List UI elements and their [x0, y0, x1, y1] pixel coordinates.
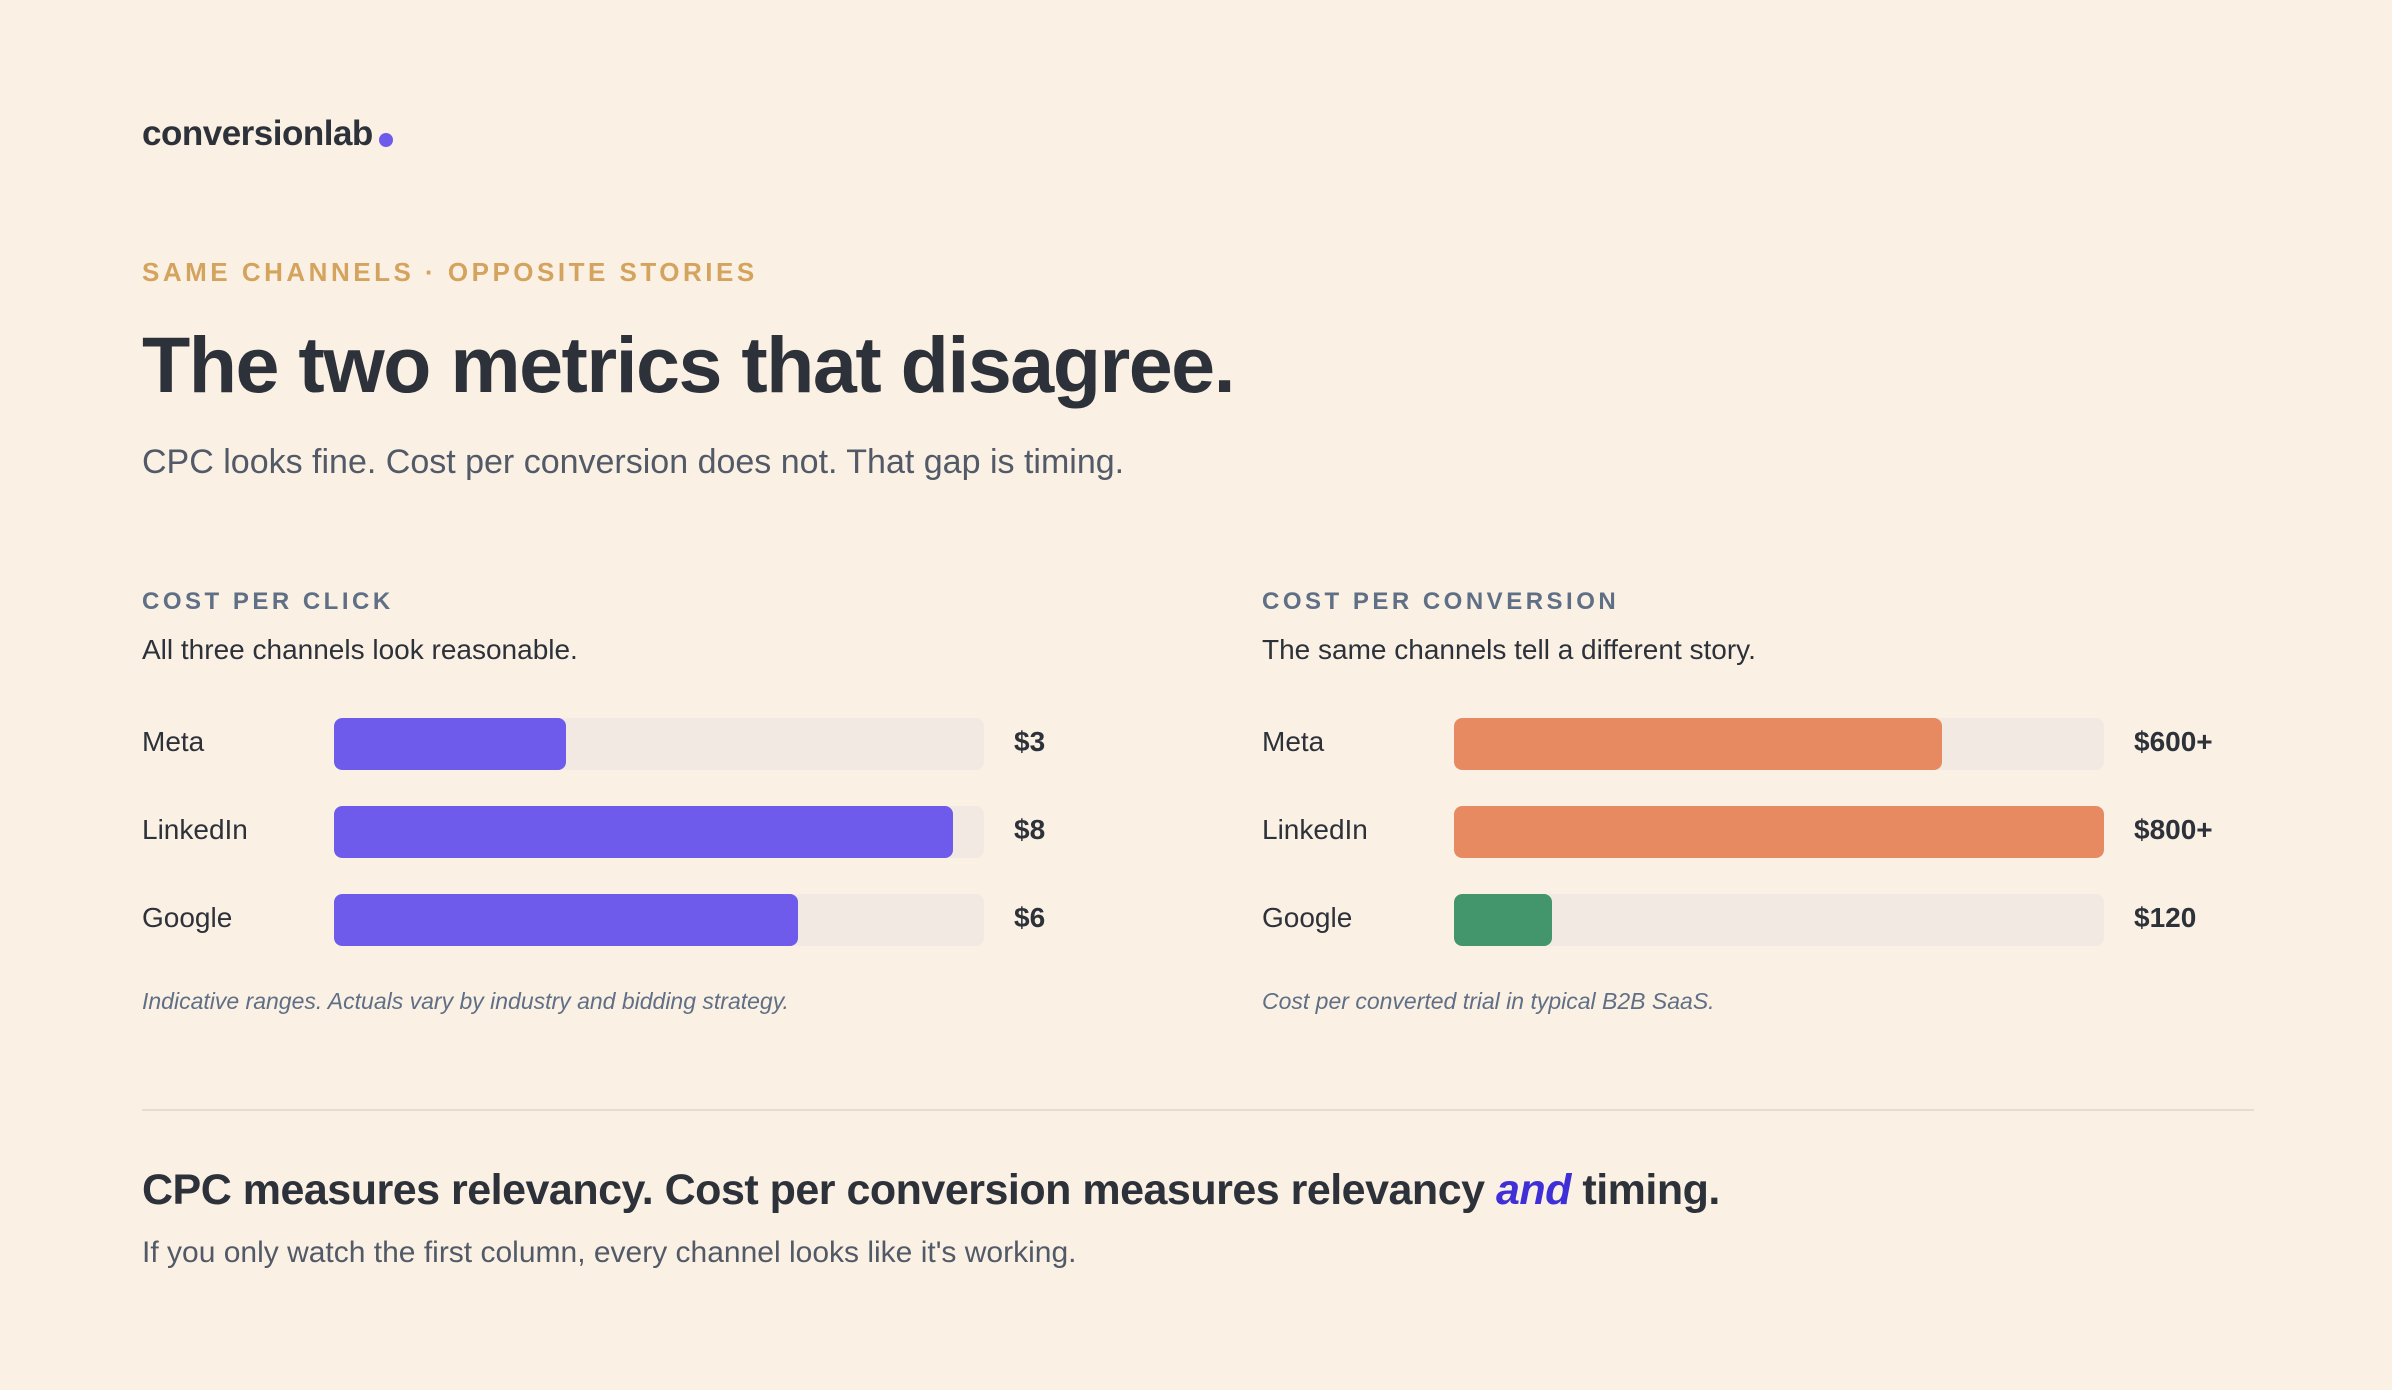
value-label: $800+	[2134, 814, 2213, 845]
bar-row-linkedin: LinkedIn $8	[142, 806, 1182, 858]
chart-title: COST PER CLICK	[142, 588, 394, 615]
category-label: LinkedIn	[142, 814, 248, 845]
brand-dot-icon	[378, 133, 393, 147]
eyebrow: SAME CHANNELS · OPPOSITE STORIES	[142, 257, 758, 287]
bar-meta	[1454, 718, 1942, 770]
value-label: $6	[1014, 902, 1046, 933]
category-label: Google	[1262, 902, 1353, 933]
value-label: $600+	[2134, 726, 2213, 757]
bar-linkedin	[1454, 806, 2104, 858]
takeaway-heading: CPC measures relevancy. Cost per convers…	[142, 1166, 1720, 1215]
takeaway-emphasis: and	[1495, 1166, 1571, 1214]
bar-linkedin	[334, 806, 954, 858]
category-label: Google	[142, 902, 233, 933]
bar-track	[1454, 718, 2104, 770]
brand-name: conversionlab	[142, 114, 373, 153]
chart-cost-per-conversion: COST PER CONVERSION The same channels te…	[1262, 588, 2302, 1014]
bar-rows: Meta $600+ LinkedIn $800+ Google $120	[1262, 718, 2302, 946]
bar-track	[334, 718, 984, 770]
section-divider	[142, 1109, 2254, 1111]
bar-meta	[334, 718, 567, 770]
bar-google	[334, 894, 799, 946]
takeaway-subtext: If you only watch the first column, ever…	[142, 1236, 1077, 1269]
category-label: Meta	[1262, 726, 1325, 757]
category-label: Meta	[142, 726, 205, 757]
page-subtitle: CPC looks fine. Cost per conversion does…	[142, 443, 1125, 481]
bar-row-google: Google $6	[142, 894, 1182, 946]
bar-track	[334, 806, 984, 858]
bar-rows: Meta $3 LinkedIn $8 Google $6	[142, 718, 1182, 946]
bar-row-linkedin: LinkedIn $800+	[1262, 806, 2302, 858]
takeaway-part-1: CPC measures relevancy. Cost per convers…	[142, 1166, 1496, 1214]
bar-track	[334, 894, 984, 946]
brand-logo[interactable]: conversionlab	[142, 114, 393, 154]
chart-subtitle: The same channels tell a different story…	[1262, 634, 1756, 665]
value-label: $8	[1014, 814, 1046, 845]
bar-track	[1454, 806, 2104, 858]
bar-row-google: Google $120	[1262, 894, 2302, 946]
chart-subtitle: All three channels look reasonable.	[142, 634, 578, 665]
chart-cost-per-click: COST PER CLICK All three channels look r…	[142, 588, 1182, 1014]
value-label: $120	[2134, 902, 2197, 933]
value-label: $3	[1014, 726, 1046, 757]
bar-track	[1454, 894, 2104, 946]
chart-title: COST PER CONVERSION	[1262, 588, 1620, 615]
chart-note: Cost per converted trial in typical B2B …	[1262, 988, 1715, 1014]
chart-note: Indicative ranges. Actuals vary by indus…	[142, 988, 789, 1014]
takeaway-part-2: timing.	[1570, 1166, 1720, 1214]
category-label: LinkedIn	[1262, 814, 1368, 845]
bar-row-meta: Meta $3	[142, 718, 1182, 770]
bar-google	[1454, 894, 1552, 946]
bar-row-meta: Meta $600+	[1262, 718, 2302, 770]
page-title: The two metrics that disagree.	[142, 320, 1236, 409]
